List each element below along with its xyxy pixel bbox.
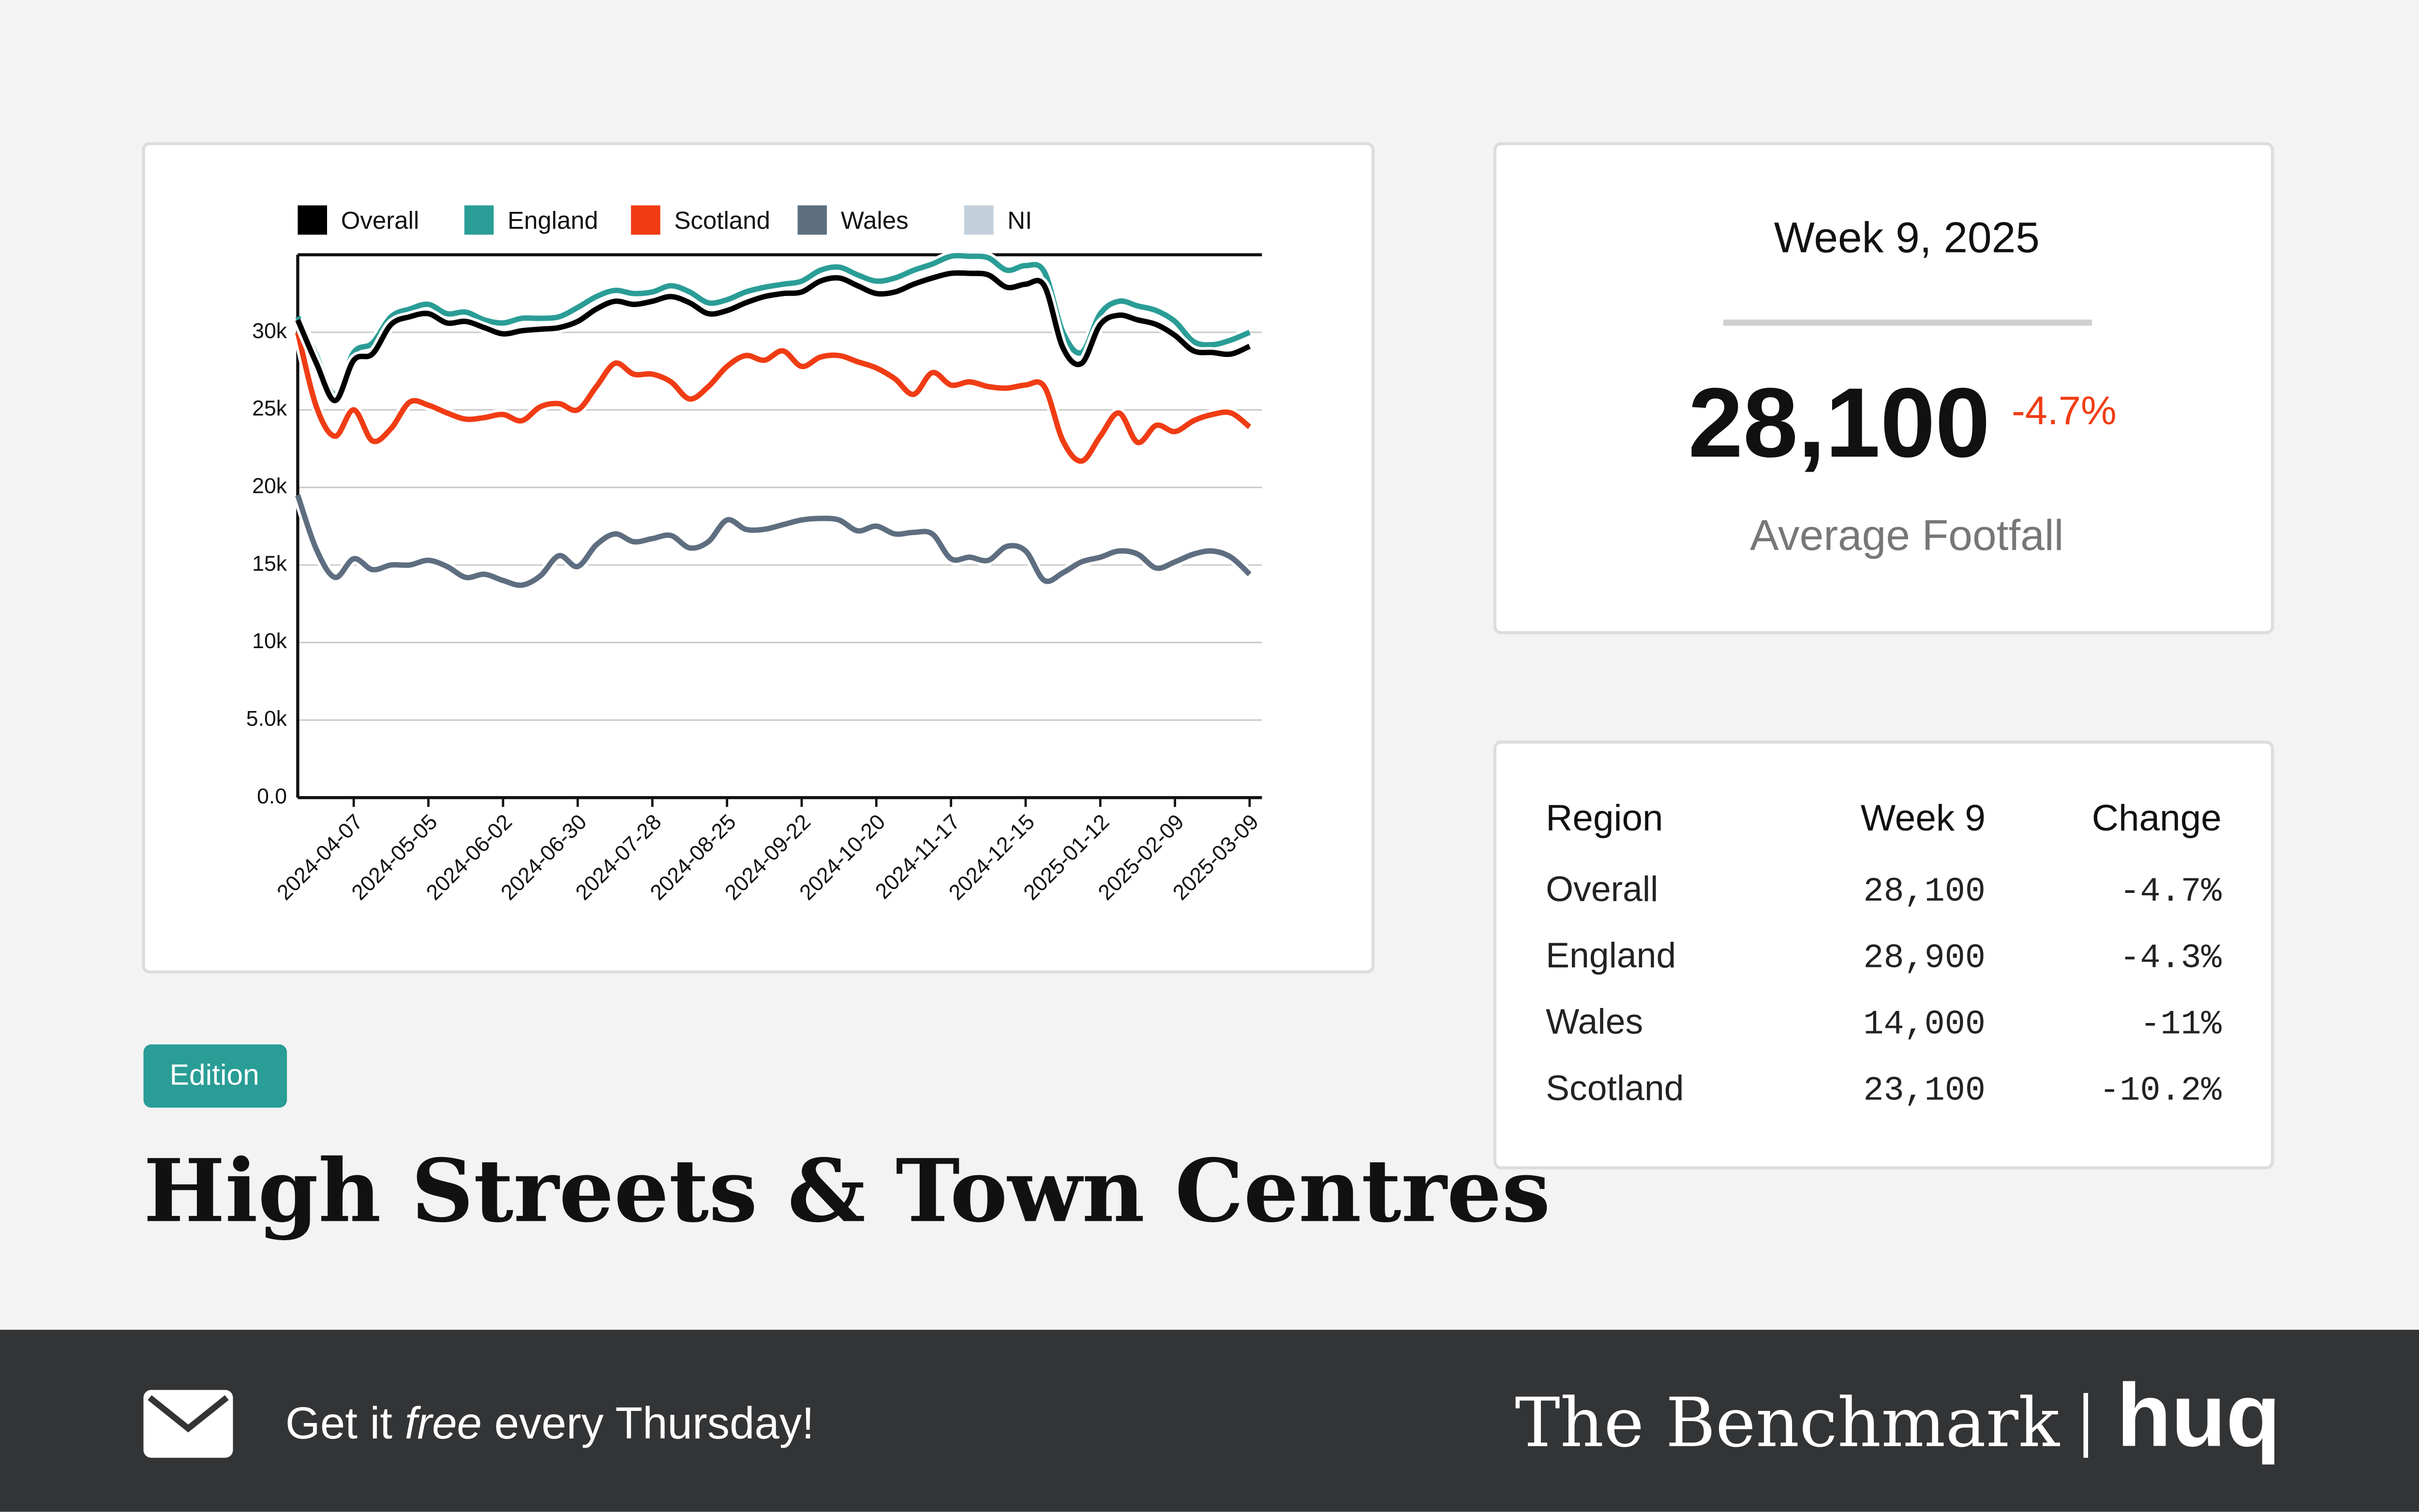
table-cell: Wales — [1546, 1002, 1643, 1041]
legend-swatch — [298, 205, 328, 235]
legend-label: England — [508, 207, 598, 234]
table-cell: 28,900 — [1863, 939, 1986, 978]
table-cell: 28,100 — [1863, 873, 1986, 911]
y-tick-label: 20k — [252, 474, 287, 498]
mail-icon — [143, 1390, 233, 1458]
legend-label: Scotland — [674, 207, 770, 234]
logo: huq — [2117, 1365, 2281, 1465]
table-header: Region — [1546, 798, 1663, 839]
table-cell: Scotland — [1546, 1068, 1684, 1108]
kpi-period: Week 9, 2025 — [1774, 213, 2040, 262]
cta: Get it free every Thursday! — [285, 1398, 814, 1449]
table-cell: -10.2% — [2099, 1072, 2222, 1110]
table-header: Week 9 — [1861, 798, 1986, 839]
series-line — [295, 494, 1252, 588]
table-cell: England — [1546, 935, 1676, 975]
brand: The Benchmark — [1515, 1384, 2060, 1463]
badge-text: Edition — [170, 1058, 259, 1091]
series-line — [295, 270, 1251, 403]
footer — [0, 1330, 2419, 1512]
table-cell: 23,100 — [1863, 1072, 1986, 1110]
legend-swatch — [797, 205, 827, 235]
legend-swatch — [631, 205, 660, 235]
legend-label: NI — [1007, 207, 1032, 234]
table: Region Week 9 Change Overall 28,100 -4.7% Engl… — [1546, 798, 2222, 1110]
legend-label: Overall — [341, 207, 419, 234]
y-tick-label: 10k — [252, 629, 287, 653]
y-tick-label: 25k — [252, 397, 287, 420]
y-tick-label: 0.0 — [257, 785, 287, 808]
legend-label: Wales — [841, 207, 909, 234]
badge — [143, 1044, 287, 1108]
table-header: Change — [2092, 798, 2222, 839]
kpi-card — [1493, 142, 2274, 635]
table-cell: 14,000 — [1863, 1006, 1986, 1044]
cta-part: free — [405, 1398, 482, 1449]
y-tick-label: 15k — [252, 552, 287, 576]
kpi-change: -4.7% — [2012, 388, 2117, 433]
legend-swatch — [964, 205, 994, 235]
kpi-value: 28,100 — [1688, 368, 1990, 478]
cta-part: every Thursday! — [482, 1398, 814, 1449]
table-card — [1493, 741, 2274, 1170]
table-cell: -4.3% — [2120, 939, 2222, 978]
page-title: High Streets & Town Centres — [144, 1140, 1551, 1242]
cta-part: Get it — [285, 1398, 405, 1449]
legend-swatch — [464, 205, 494, 235]
y-tick-label: 30k — [252, 319, 287, 343]
y-tick-label: 5.0k — [246, 707, 287, 731]
table-cell: -4.7% — [2120, 873, 2222, 911]
kpi-label: Average Footfall — [1750, 511, 2063, 559]
table-cell: Overall — [1546, 869, 1658, 909]
series-line — [295, 331, 1252, 464]
table-cell: -11% — [2140, 1006, 2222, 1044]
